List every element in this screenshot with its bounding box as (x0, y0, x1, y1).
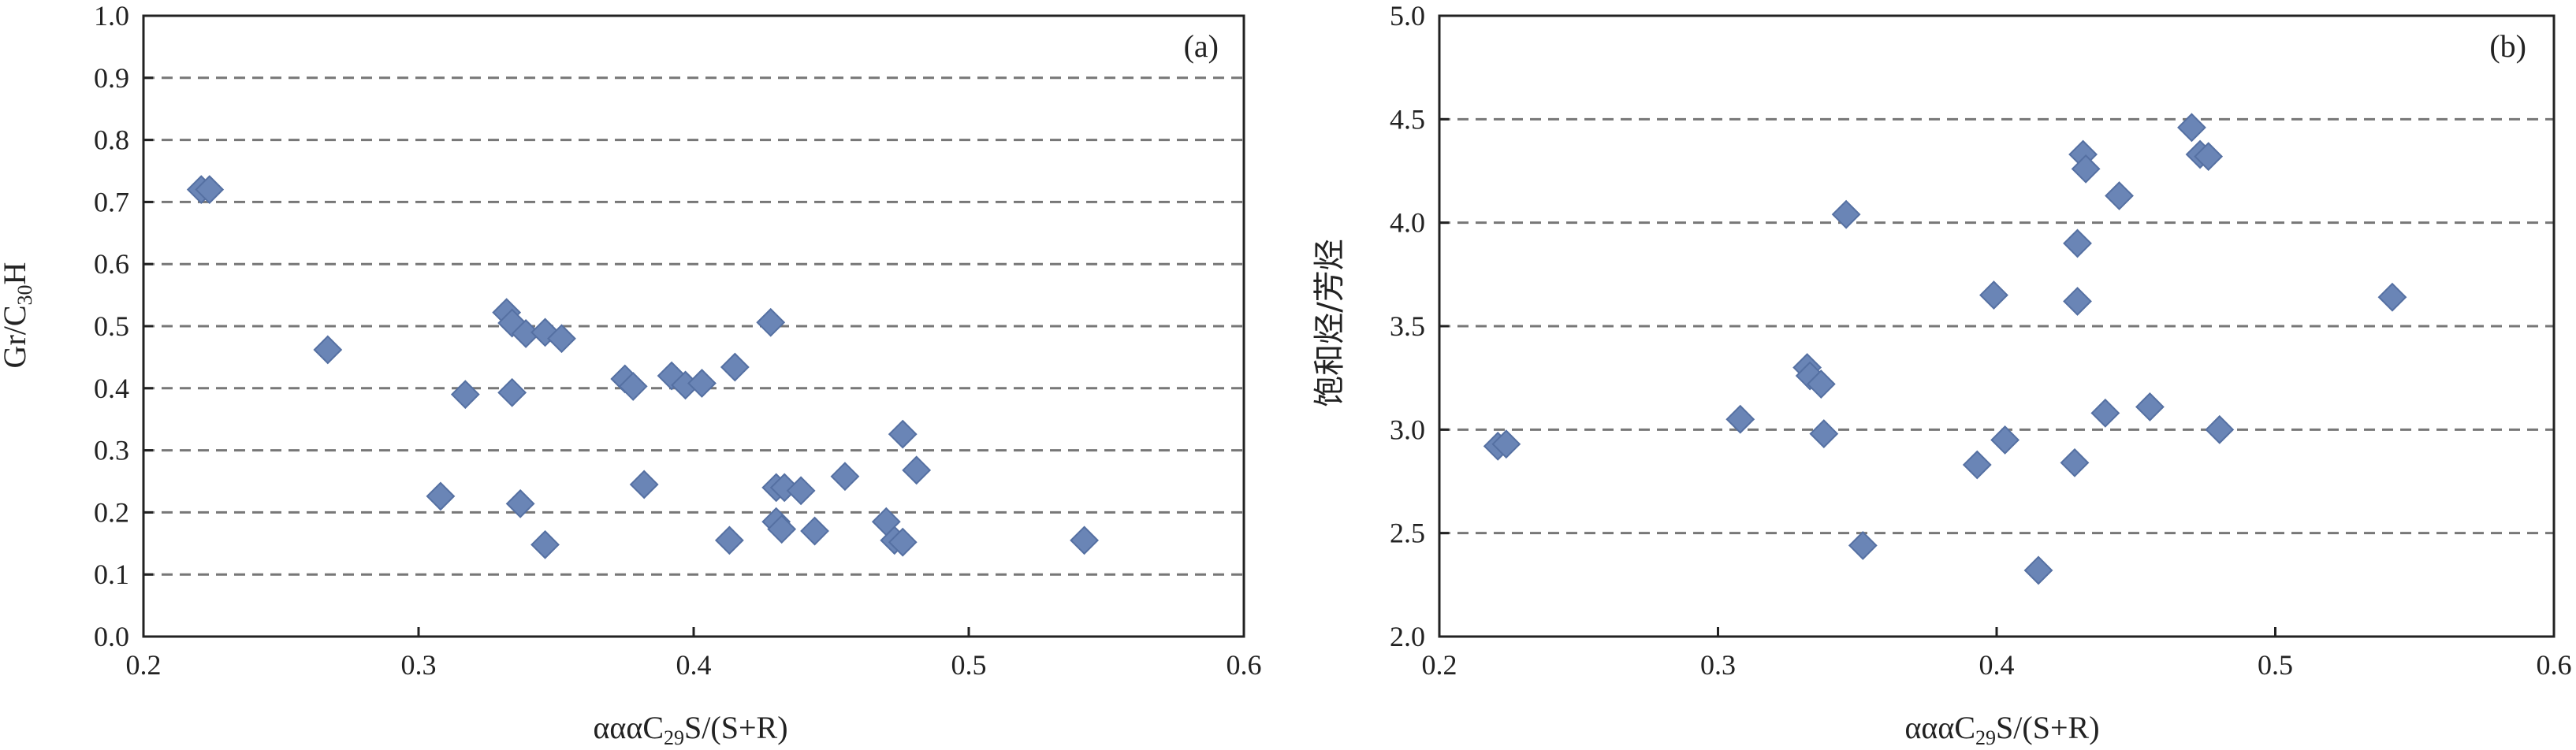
y-tick-labels-b: 2.0 2.5 3.0 3.5 4.0 4.5 5.0 (1390, 0, 1425, 652)
data-point (2071, 154, 2101, 184)
data-point (1848, 531, 1878, 560)
data-point (888, 419, 918, 449)
data-point (888, 527, 918, 557)
x-tick-label: 0.4 (676, 649, 712, 681)
y-axis-title-a: Gr/C30H (0, 262, 36, 369)
data-point (2194, 142, 2224, 172)
panel-label-a: (a) (1184, 28, 1219, 64)
data-point (1070, 525, 1099, 555)
x-tick-labels-b: 0.2 0.3 0.4 0.5 0.6 (1422, 649, 2572, 681)
y-tick-labels-a: 0.0 0.1 0.2 0.3 0.4 0.5 0.6 0.7 0.8 0.9 1.0 (94, 0, 129, 652)
tick-marks-a (142, 14, 1245, 638)
y-tick-label: 0.5 (94, 310, 129, 342)
data-point (2090, 398, 2120, 428)
x-axis-title-a-main: αααC (593, 710, 664, 745)
data-point (767, 514, 797, 544)
y-tick-label: 0.9 (94, 62, 129, 94)
y-tick-label: 0.7 (94, 186, 129, 217)
y-tick-label: 0.0 (94, 621, 129, 652)
y-tick-label: 0.6 (94, 248, 129, 280)
y-tick-label: 0.2 (94, 496, 129, 528)
y-tick-label: 0.8 (94, 124, 129, 156)
data-point (547, 324, 576, 354)
data-point (505, 488, 535, 518)
y-tick-label: 3.0 (1390, 414, 1425, 445)
x-tick-label: 0.2 (126, 649, 162, 681)
x-tick-label: 0.4 (1979, 649, 2015, 681)
data-point (902, 455, 932, 485)
x-tick-label: 0.6 (1227, 649, 1262, 681)
data-point (830, 462, 860, 492)
panel-label-b: (b) (2489, 28, 2526, 64)
data-point (800, 516, 829, 546)
y-tick-label: 0.4 (94, 373, 129, 404)
data-point (1990, 425, 2020, 455)
x-axis-title-b-sub: 29 (1975, 726, 1996, 749)
data-points-b (1483, 113, 2407, 585)
x-axis-title-a-tail: S/(S+R) (684, 710, 787, 745)
data-point (530, 529, 560, 559)
x-tick-label: 0.6 (2537, 649, 2572, 681)
data-point (2060, 447, 2090, 477)
data-point (2023, 555, 2053, 585)
data-point (786, 476, 816, 506)
data-point (1979, 280, 2008, 310)
data-point (714, 525, 744, 555)
data-point (2205, 414, 2235, 444)
data-point (2063, 228, 2092, 258)
y-tick-label: 3.5 (1390, 310, 1425, 342)
data-point (1806, 369, 1836, 399)
data-point (313, 335, 343, 365)
data-point (450, 380, 480, 410)
data-point (2177, 113, 2206, 143)
y-tick-label: 2.5 (1390, 518, 1425, 549)
chart-panel-b: 0.2 0.3 0.4 0.5 0.6 2.0 2.5 3.0 3.5 4.0 4.5 5.0 (b… (1312, 0, 2572, 749)
grid-lines-a (143, 76, 1244, 576)
x-tick-label: 0.5 (951, 649, 987, 681)
tick-marks-b (1438, 14, 2556, 638)
data-point (1962, 450, 1992, 480)
y-tick-label: 0.3 (94, 435, 129, 466)
data-point (1491, 429, 1521, 459)
data-point (720, 352, 750, 382)
x-tick-label: 0.3 (1700, 649, 1736, 681)
y-tick-label: 4.5 (1390, 103, 1425, 135)
data-points-a (186, 175, 1099, 559)
y-tick-label: 1.0 (94, 0, 129, 32)
data-point (756, 307, 786, 337)
data-point (2063, 287, 2092, 316)
data-point (618, 372, 648, 401)
data-point (1809, 419, 1839, 449)
data-point (2377, 282, 2407, 312)
data-point (1831, 199, 1861, 229)
data-point (2105, 181, 2134, 210)
data-point (687, 369, 717, 398)
x-tick-label: 0.2 (1422, 649, 1457, 681)
y-tick-label: 4.0 (1390, 207, 1425, 239)
data-point (2135, 392, 2165, 421)
x-axis-title-b: αααC29S/(S+R) (1904, 710, 2099, 749)
y-tick-label: 2.0 (1390, 621, 1425, 652)
data-point (497, 377, 527, 407)
data-point (426, 481, 456, 511)
x-tick-labels-a: 0.2 0.3 0.4 0.5 0.6 (126, 649, 1262, 681)
chart-panel-a: 0.2 0.3 0.4 0.5 0.6 0.0 0.1 0.2 0.3 0.4 0.5 0.6 0.7… (0, 0, 1262, 749)
x-axis-title-b-tail: S/(S+R) (1996, 710, 2099, 745)
y-axis-title-a-sub: 30 (13, 284, 36, 305)
x-axis-title-b-main: αααC (1904, 710, 1975, 745)
x-tick-label: 0.3 (401, 649, 437, 681)
x-tick-label: 0.5 (2258, 649, 2293, 681)
x-axis-title-a-sub: 29 (664, 726, 684, 749)
y-axis-title-b: 饱和烃/芳烃 (1312, 239, 1348, 407)
y-axis-title-a-main: Gr/C (0, 305, 32, 368)
grid-lines-b (1439, 117, 2554, 535)
data-point (195, 175, 225, 205)
data-point (1725, 404, 1755, 434)
y-tick-label: 0.1 (94, 559, 129, 590)
y-tick-label: 5.0 (1390, 0, 1425, 32)
data-point (629, 470, 659, 499)
y-axis-title-a-tail: H (0, 262, 32, 285)
x-axis-title-a: αααC29S/(S+R) (593, 710, 787, 749)
